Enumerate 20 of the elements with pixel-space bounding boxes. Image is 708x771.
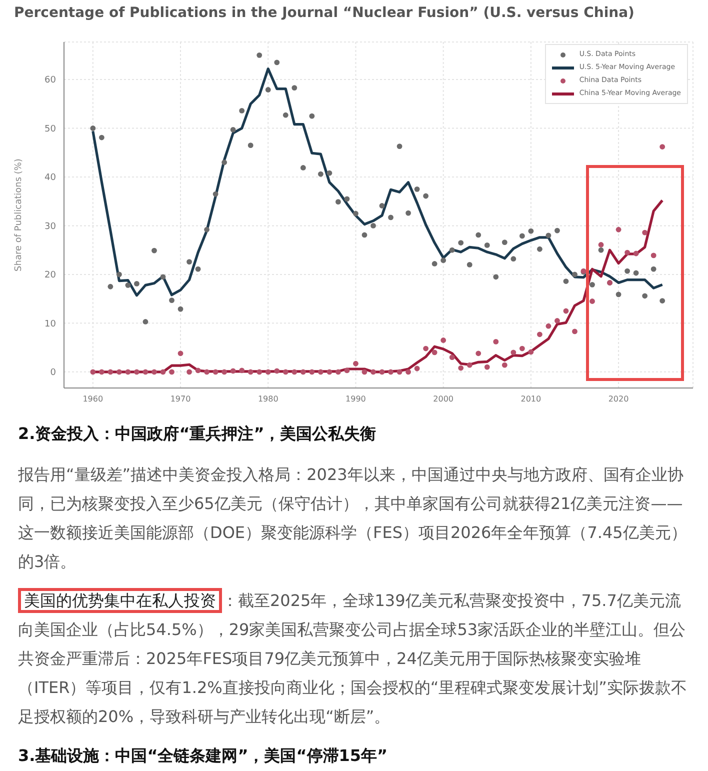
y-tick-label: 30 xyxy=(44,222,56,232)
x-tick-label: 2010 xyxy=(520,394,542,404)
text: 2.资金投入：中国政府“重兵押注”，美国公私失衡 xyxy=(18,423,378,445)
text: 3.基础设施：中国“全链条建网”，美国“停滞15年” xyxy=(18,745,389,767)
y-axis-title: Share of Publications (%) xyxy=(14,158,24,272)
x-tick-label: 2020 xyxy=(608,394,629,404)
y-tick-label: 60 xyxy=(44,76,56,86)
highlight-frame: 美国的优势集中在私人投资 xyxy=(18,588,222,613)
chart-title: Percentage of Publications in the Journal “Nuclear Fusion” (U.S. versus China) xyxy=(13,4,636,23)
x-tick-label: 1980 xyxy=(258,394,278,404)
y-tick-label: 0 xyxy=(50,368,56,378)
y-tick-label: 50 xyxy=(44,124,56,134)
x-tick-label: 1970 xyxy=(170,394,191,404)
text: 报告用“量级差”描述中美资金投入格局：2023年以来，中国通过中央与地方政府、国有企业协同，已为核聚变投入至少65亿美元（保守估计），其中单家国有公司就获得21亿美元注资——这一数额接近美国能源部（DOE）聚变能源科学（FES）项目2026年全年预算（7.45亿美元）的3倍。 xyxy=(18,464,688,573)
x-tick-label: 1990 xyxy=(346,394,366,404)
y-tick-label: 20 xyxy=(44,270,56,281)
y-tick-label: 40 xyxy=(44,173,56,184)
x-tick-label: 1960 xyxy=(82,394,104,404)
x-tick-label: 2000 xyxy=(433,394,454,404)
y-tick-label: 10 xyxy=(44,319,56,330)
